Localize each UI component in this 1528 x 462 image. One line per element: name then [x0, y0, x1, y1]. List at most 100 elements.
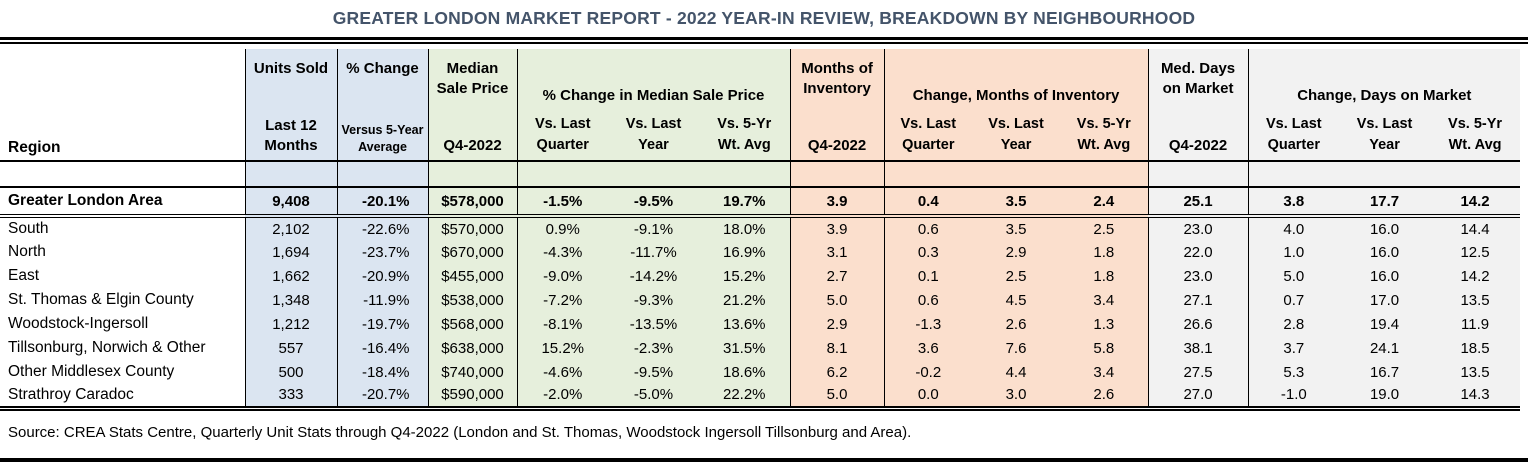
price-vs-quarter-cell: -8.1% [516, 312, 608, 336]
days-vs-year-cell: 17.0 [1339, 288, 1431, 312]
months-inventory-cell: 8.1 [789, 336, 885, 360]
days-vs-quarter-cell: -1.0 [1247, 384, 1340, 411]
inventory-vs-5yr-cell: 5.8 [1060, 336, 1149, 360]
table-row: North 1,694 -23.7% $670,000 -4.3% -11.7%… [0, 240, 1521, 264]
header-sub-year-peach: Vs. Last Year [972, 111, 1061, 163]
months-inventory-cell: 6.2 [789, 360, 885, 384]
header-med-days-title: Med. Days on Market [1160, 60, 1236, 98]
table-row: St. Thomas & Elgin County 1,348 -11.9% $… [0, 288, 1521, 312]
months-inventory-cell: 3.1 [789, 240, 885, 264]
inventory-vs-5yr-cell: 3.4 [1060, 288, 1149, 312]
spacer-cell [1147, 161, 1249, 188]
days-vs-5yr-cell: 13.5 [1430, 288, 1521, 312]
summary-price-vs-year: -9.5% [608, 187, 699, 218]
spacer-cell [244, 161, 337, 188]
price-vs-year-cell: -13.5% [608, 312, 699, 336]
header-sub-quarter-peach: Vs. Last Quarter [883, 111, 973, 163]
inventory-vs-quarter-cell: 0.6 [883, 216, 973, 240]
inventory-vs-5yr-cell: 1.8 [1060, 264, 1149, 288]
inventory-vs-quarter-cell: 3.6 [883, 336, 973, 360]
days-vs-year-cell: 24.1 [1339, 336, 1431, 360]
months-inventory-cell: 3.9 [789, 216, 885, 240]
units-sold-cell: 1,212 [244, 312, 337, 336]
median-price-cell: $638,000 [427, 336, 517, 360]
price-vs-quarter-cell: -7.2% [516, 288, 608, 312]
units-sold-cell: 1,662 [244, 264, 337, 288]
days-vs-quarter-cell: 3.7 [1247, 336, 1340, 360]
summary-price-vs-quarter: -1.5% [516, 187, 608, 218]
header-group-pct-median: % Change in Median Sale Price [516, 49, 791, 112]
med-days-cell: 27.1 [1147, 288, 1249, 312]
pct-change-cell: -18.4% [336, 360, 428, 384]
price-vs-5yr-cell: 15.2% [699, 264, 791, 288]
region-cell: Other Middlesex County [8, 363, 175, 380]
inventory-vs-5yr-cell: 2.5 [1060, 216, 1149, 240]
summary-days-vs-quarter: 3.8 [1247, 187, 1340, 218]
inventory-vs-quarter-cell: 0.1 [883, 264, 973, 288]
months-inventory-cell: 5.0 [789, 288, 885, 312]
med-days-cell: 27.0 [1147, 384, 1249, 411]
days-vs-5yr-cell: 18.5 [1430, 336, 1521, 360]
days-vs-year-cell: 16.0 [1339, 240, 1431, 264]
header-units-sold: Units Sold Last 12 Months [244, 49, 337, 162]
header-region: Region [0, 49, 245, 162]
spacer-cell [608, 161, 699, 188]
price-vs-year-cell: -14.2% [608, 264, 699, 288]
med-days-cell: 23.0 [1147, 264, 1249, 288]
price-vs-5yr-cell: 31.5% [699, 336, 791, 360]
summary-units-sold: 9,408 [244, 187, 337, 218]
price-vs-year-cell: -11.7% [608, 240, 699, 264]
median-price-cell: $568,000 [427, 312, 517, 336]
header-row-subs: Vs. Last Quarter Vs. Last Year Vs. 5-Yr Wt.… [0, 111, 1521, 163]
spacer-cell [972, 161, 1061, 188]
med-days-cell: 23.0 [1147, 216, 1249, 240]
med-days-cell: 22.0 [1147, 240, 1249, 264]
price-vs-quarter-cell: 0.9% [516, 216, 608, 240]
pct-change-cell: -22.6% [336, 216, 428, 240]
table-header: Region Units Sold Last 12 Months % Change… [0, 49, 1521, 163]
days-vs-quarter-cell: 2.8 [1247, 312, 1340, 336]
region-cell: South [8, 220, 49, 237]
days-vs-quarter-cell: 5.0 [1247, 264, 1340, 288]
units-sold-cell: 500 [244, 360, 337, 384]
header-sub-quarter-green: Vs. Last Quarter [516, 111, 608, 163]
header-pct-change: % Change Versus 5-Year Average [336, 49, 428, 162]
days-vs-5yr-cell: 14.4 [1430, 216, 1521, 240]
spacer-cell [516, 161, 608, 188]
region-cell: North [8, 243, 46, 260]
table-row: Other Middlesex County 500 -18.4% $740,0… [0, 360, 1521, 384]
summary-days-vs-5yr: 14.2 [1430, 187, 1521, 218]
spacer-cell [0, 161, 245, 188]
days-vs-year-cell: 19.4 [1339, 312, 1431, 336]
inventory-vs-year-cell: 2.5 [972, 264, 1061, 288]
summary-inventory-vs-quarter: 0.4 [883, 187, 973, 218]
price-vs-year-cell: -9.3% [608, 288, 699, 312]
price-vs-year-cell: -9.5% [608, 360, 699, 384]
inventory-vs-quarter-cell: 0.6 [883, 288, 973, 312]
header-sub-year-green: Vs. Last Year [608, 111, 699, 163]
median-price-cell: $570,000 [427, 216, 517, 240]
inventory-vs-5yr-cell: 3.4 [1060, 360, 1149, 384]
inventory-vs-5yr-cell: 1.8 [1060, 240, 1149, 264]
spacer-cell [1430, 161, 1521, 188]
header-med-days-sub: Q4-2022 [1168, 136, 1228, 154]
header-med-days: Med. Days on Market Q4-2022 [1147, 49, 1249, 162]
header-median-price-title: Median Sale Price [436, 60, 509, 98]
region-cell: St. Thomas & Elgin County [8, 291, 194, 308]
header-pct-change-title: % Change [346, 60, 419, 77]
median-price-cell: $455,000 [427, 264, 517, 288]
header-sub-5yr-green: Vs. 5-Yr Wt. Avg [699, 111, 791, 163]
spacer-cell [427, 161, 517, 188]
summary-days-vs-year: 17.7 [1339, 187, 1431, 218]
inventory-vs-quarter-cell: -0.2 [883, 360, 973, 384]
days-vs-quarter-cell: 0.7 [1247, 288, 1340, 312]
bottom-divider [0, 458, 1528, 462]
pct-change-cell: -11.9% [336, 288, 428, 312]
pct-change-cell: -16.4% [336, 336, 428, 360]
spacer-cell [789, 161, 885, 188]
inventory-vs-year-cell: 2.6 [972, 312, 1061, 336]
spacer-cell [883, 161, 973, 188]
page-title: GREATER LONDON MARKET REPORT - 2022 YEAR… [332, 8, 1196, 28]
pct-change-cell: -20.9% [336, 264, 428, 288]
summary-months-inventory: 3.9 [789, 187, 885, 218]
